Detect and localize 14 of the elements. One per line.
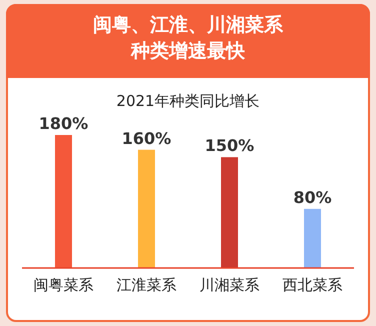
- bar: [138, 150, 155, 268]
- x-tick-label: 川湘菜系: [200, 276, 260, 294]
- x-tick-label: 西北菜系: [282, 276, 342, 294]
- bar: [55, 135, 72, 268]
- data-label: 160%: [122, 128, 172, 148]
- x-tick-label: 闽粤菜系: [34, 276, 94, 294]
- bar: [221, 157, 238, 268]
- x-tick-label: 江淮菜系: [116, 276, 176, 294]
- bar: [304, 208, 321, 268]
- data-label: 80%: [293, 188, 332, 207]
- title: 闽粤、江淮、川湘菜系种类增速最快: [92, 13, 284, 64]
- data-label: 150%: [204, 136, 254, 156]
- chart-subtitle: 2021年种类同比增长: [116, 92, 260, 110]
- data-label: 180%: [38, 114, 88, 133]
